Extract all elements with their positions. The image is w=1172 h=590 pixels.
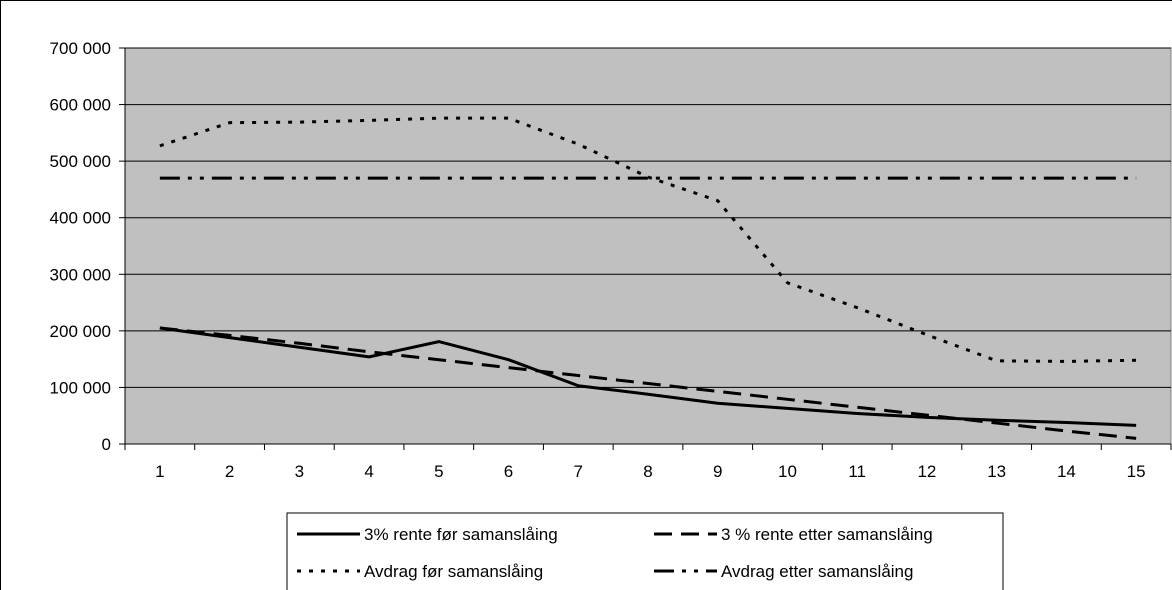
y-tick-label: 600 000 — [50, 96, 111, 115]
x-tick-label: 14 — [1057, 462, 1076, 481]
legend-label-1: 3% rente før samanslåing — [364, 525, 558, 544]
x-tick-label: 9 — [713, 462, 722, 481]
legend-label-2: 3 % rente etter samanslåing — [721, 525, 933, 544]
gridlines — [125, 47, 1171, 388]
x-tick-label: 7 — [574, 462, 583, 481]
y-tick-label: 100 000 — [50, 378, 111, 397]
legend-box — [286, 512, 1004, 590]
series-group — [159, 116, 1137, 440]
x-tick-label: 12 — [917, 462, 936, 481]
x-tick-label: 4 — [364, 462, 373, 481]
legend-label-3: Avdrag før samanslåing — [364, 562, 543, 581]
y-tick-label: 500 000 — [50, 152, 111, 171]
y-axis: 0 100 000 200 000 300 000 400 000 500 000 600 … — [50, 39, 126, 454]
x-tick-label: 6 — [504, 462, 513, 481]
x-tick-label: 10 — [778, 462, 797, 481]
x-tick-label: 11 — [848, 462, 866, 481]
y-tick-label: 700 000 — [50, 39, 111, 58]
y-tick-label: 400 000 — [50, 209, 111, 228]
y-tick-label: 0 — [102, 435, 111, 454]
x-tick-label: 8 — [643, 462, 652, 481]
x-tick-label: 2 — [225, 462, 234, 481]
x-axis: 1 2 3 4 5 6 7 8 9 10 11 12 13 14 15 — [124, 443, 1172, 481]
series-line-2 — [159, 326, 1137, 440]
x-tick-label: 3 — [295, 462, 304, 481]
y-tick-label: 300 000 — [50, 265, 111, 284]
plot-area — [124, 47, 1172, 445]
x-tick-label: 1 — [155, 462, 164, 481]
x-tick-label: 13 — [987, 462, 1006, 481]
x-tick-label: 15 — [1127, 462, 1146, 481]
y-tick-label: 200 000 — [50, 322, 111, 341]
x-tick-label: 5 — [434, 462, 443, 481]
legend: 3% rente før samanslåing 3 % rente etter … — [286, 512, 1004, 590]
legend-label-4: Avdrag etter samanslåing — [721, 562, 913, 581]
